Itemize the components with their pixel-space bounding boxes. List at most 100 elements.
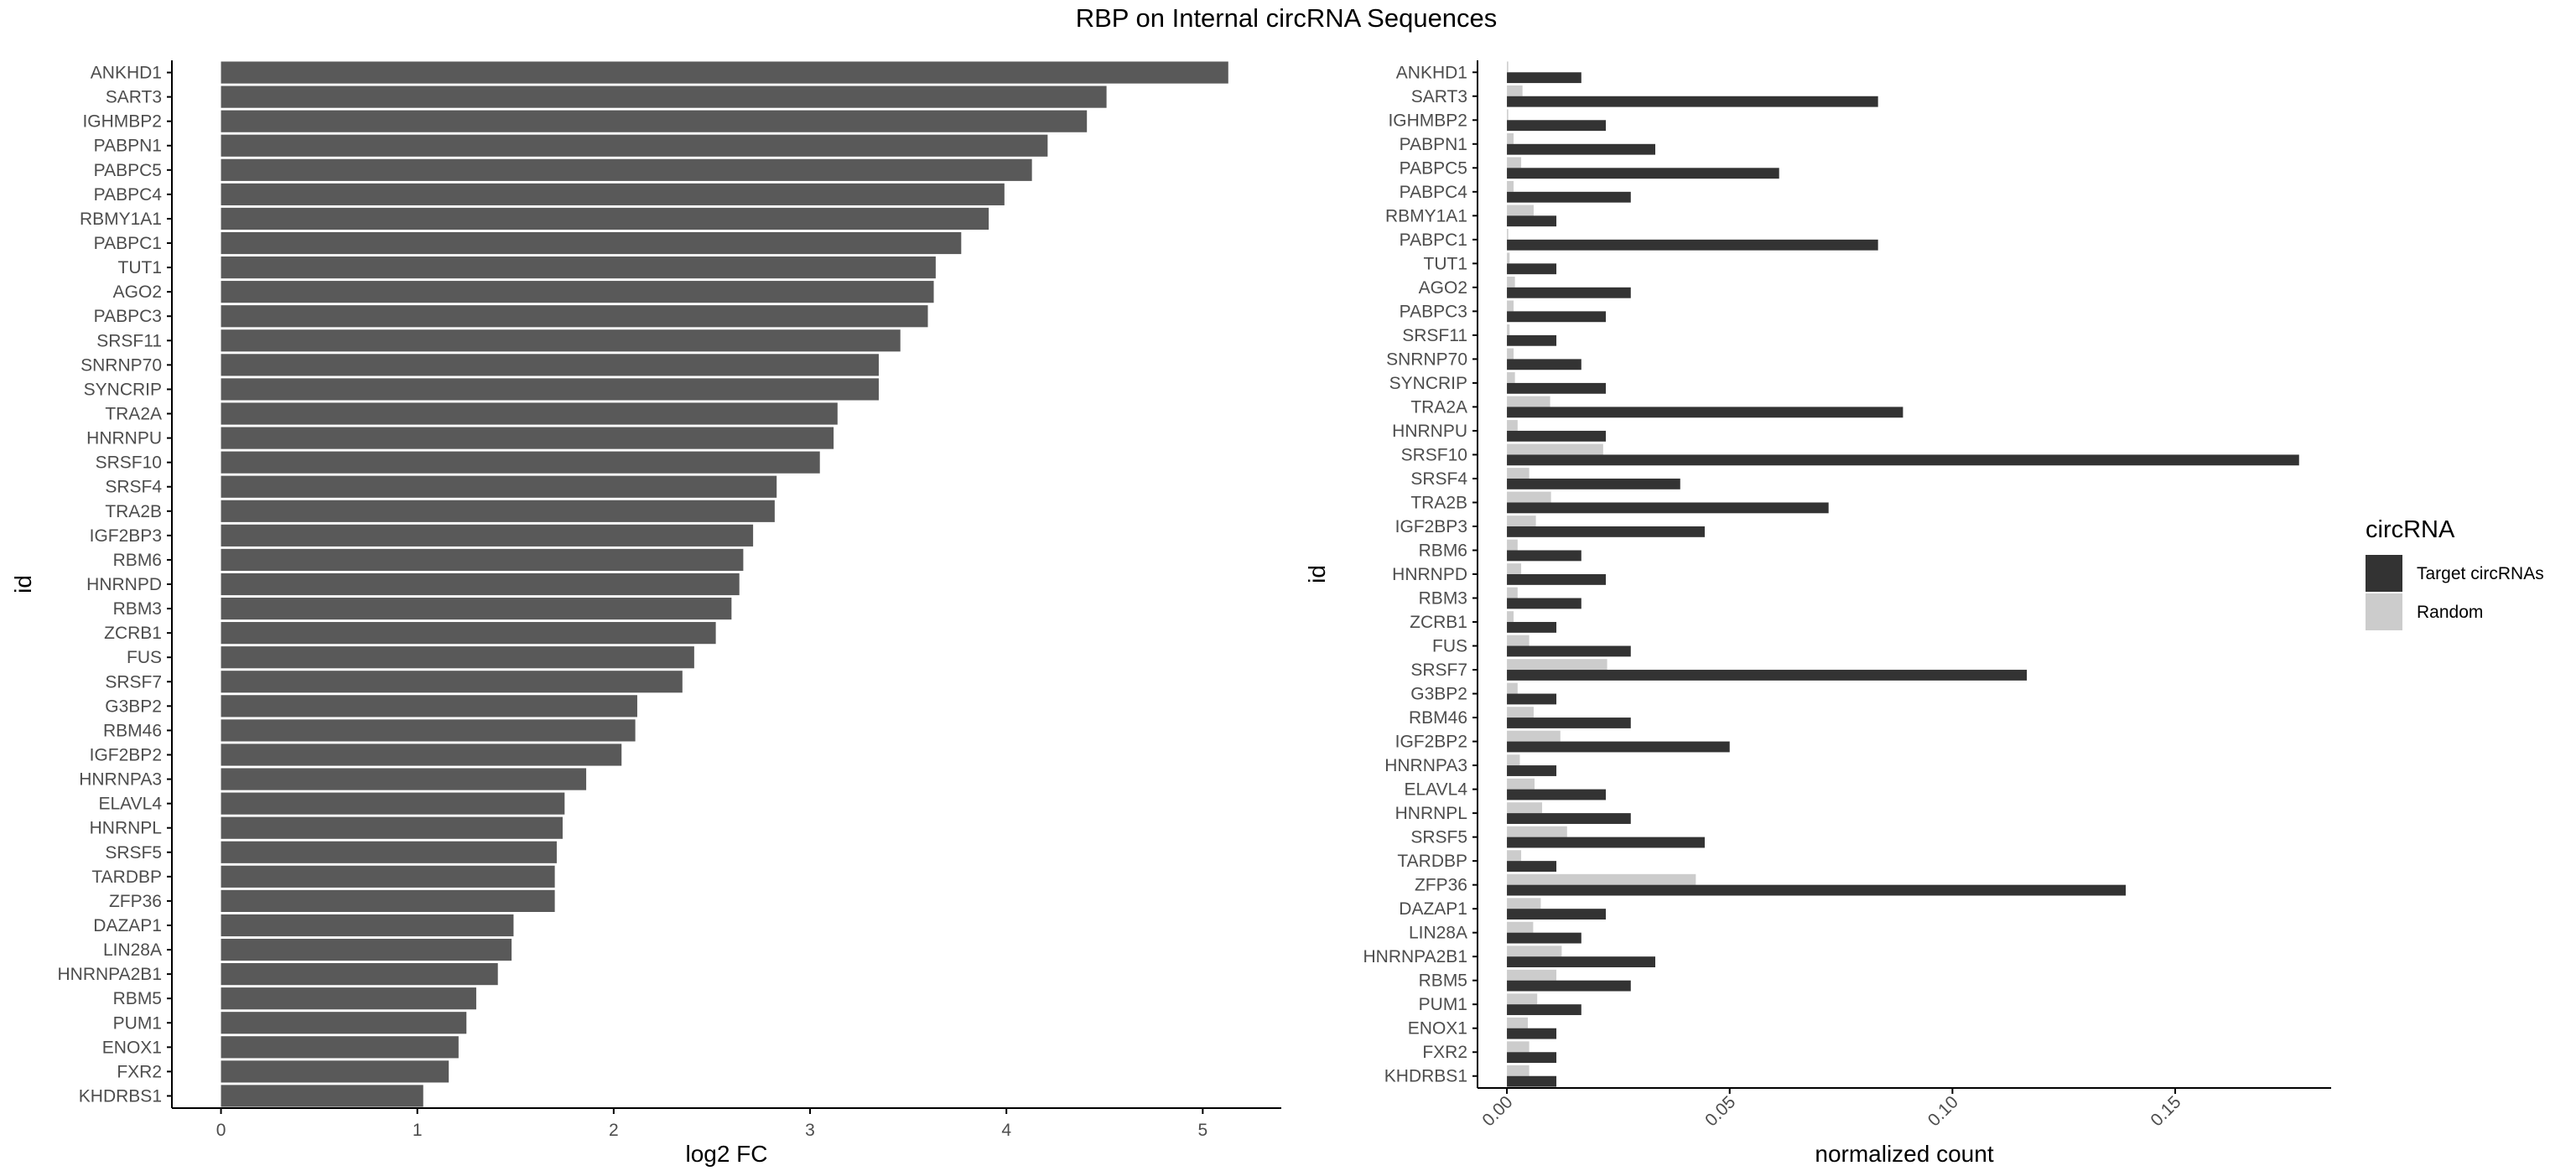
y-tick-label: DAZAP1 — [93, 916, 162, 935]
y-tick-label: DAZAP1 — [1399, 899, 1467, 919]
bar-tra2a — [221, 402, 838, 425]
y-tick-label: IGF2BP2 — [90, 745, 162, 764]
bar-random-hnrnpa2b1 — [1507, 945, 1562, 957]
bar-target-dazap1 — [1507, 909, 1607, 920]
bar-random-rbm3 — [1507, 587, 1518, 598]
bar-random-tra2a — [1507, 396, 1550, 407]
legend: circRNA Target circRNAs Random — [2366, 516, 2544, 630]
x-tick-label: 3 — [805, 1121, 815, 1140]
bar-random-igf2bp3 — [1507, 515, 1536, 526]
y-tick-label: HNRNPA2B1 — [1363, 947, 1467, 966]
bar-pabpc5 — [221, 158, 1032, 181]
bar-pum1 — [221, 1012, 467, 1034]
bar-target-hnrnpu — [1507, 430, 1607, 442]
bar-pabpc4 — [221, 183, 1005, 205]
y-tick-label: PABPN1 — [1400, 135, 1467, 154]
bar-target-srsf7 — [1507, 670, 2028, 681]
y-tick-label: HNRNPD — [86, 575, 162, 594]
bar-random-zcrb1 — [1507, 611, 1514, 623]
bar-random-ankhd1 — [1507, 61, 1509, 73]
y-tick-label: RBM5 — [113, 989, 162, 1008]
y-tick-label: SRSF11 — [1402, 326, 1467, 345]
bar-target-snrnp70 — [1507, 359, 1581, 370]
y-tick-label: IGHMBP2 — [82, 112, 162, 132]
bar-target-elavl4 — [1507, 789, 1607, 800]
y-tick-label: RBM6 — [1419, 541, 1467, 560]
x-tick-label: 4 — [1001, 1121, 1011, 1140]
y-tick-label: AGO2 — [1419, 278, 1467, 298]
bar-target-srsf4 — [1507, 478, 1680, 490]
y-tick-label: SRSF10 — [96, 453, 162, 473]
y-tick-label: PABPC5 — [1400, 158, 1467, 178]
bar-random-hnrnpu — [1507, 420, 1518, 431]
bar-random-enox1 — [1507, 1017, 1529, 1028]
x-tick-label: 2 — [609, 1121, 619, 1140]
y-tick-label: ELAVL4 — [99, 795, 163, 814]
x-axis-title: log2 FC — [685, 1141, 767, 1167]
y-tick-label: ZFP36 — [109, 892, 162, 911]
y-tick-label: HNRNPU — [86, 429, 162, 448]
bar-random-khdrbs1 — [1507, 1065, 1530, 1076]
y-tick-label: TARDBP — [91, 868, 162, 887]
bar-random-rbm6 — [1507, 539, 1518, 551]
bar-igf2bp3 — [221, 524, 754, 547]
legend-swatch-target — [2366, 555, 2402, 592]
y-tick-label: HNRNPA3 — [1384, 756, 1467, 775]
bar-target-khdrbs1 — [1507, 1075, 1557, 1087]
bar-random-syncrip — [1507, 372, 1515, 383]
y-tick-label: RBMY1A1 — [80, 210, 162, 229]
bar-random-dazap1 — [1507, 898, 1541, 909]
bar-target-rbm5 — [1507, 980, 1631, 992]
y-tick-label: SRSF10 — [1401, 445, 1467, 464]
y-tick-label: FUS — [127, 648, 162, 667]
y-tick-label: SRSF4 — [105, 478, 162, 497]
bar-random-pabpc3 — [1507, 300, 1514, 312]
bar-random-snrnp70 — [1507, 348, 1514, 360]
bar-random-g3bp2 — [1507, 682, 1518, 694]
y-tick-label: SNRNP70 — [80, 355, 162, 375]
x-tick-label: 5 — [1197, 1121, 1208, 1140]
bar-lin28a — [221, 938, 512, 961]
bar-rbm6 — [221, 548, 744, 572]
bar-target-zfp36 — [1507, 884, 2127, 896]
bar-random-pabpc4 — [1507, 180, 1514, 192]
y-tick-label: TARDBP — [1397, 852, 1467, 871]
legend-label: Target circRNAs — [2417, 564, 2544, 583]
bar-target-zcrb1 — [1507, 622, 1557, 633]
bar-target-g3bp2 — [1507, 693, 1557, 705]
bar-target-igf2bp2 — [1507, 741, 1730, 753]
y-tick-label: SRSF5 — [105, 843, 162, 863]
bar-srsf5 — [221, 841, 557, 863]
bar-target-pabpc1 — [1507, 239, 1878, 251]
y-tick-label: TUT1 — [118, 258, 163, 277]
y-tick-label: FUS — [1432, 637, 1467, 656]
bar-sart3 — [221, 85, 1107, 108]
bar-srsf11 — [221, 329, 901, 352]
bar-pabpc3 — [221, 305, 928, 328]
bar-khdrbs1 — [221, 1085, 423, 1107]
bar-zcrb1 — [221, 622, 716, 645]
bar-random-ighmbp2 — [1507, 109, 1509, 121]
y-tick-label: PABPC1 — [1400, 231, 1467, 250]
bar-syncrip — [221, 378, 879, 401]
bar-ighmbp2 — [221, 110, 1088, 132]
bar-target-tardbp — [1507, 861, 1557, 872]
bar-random-rbmy1a1 — [1507, 205, 1534, 216]
bar-tut1 — [221, 256, 936, 279]
y-tick-label: LIN28A — [103, 940, 162, 960]
bar-igf2bp2 — [221, 743, 622, 766]
bar-srsf4 — [221, 475, 777, 498]
y-tick-label: HNRNPL — [1395, 804, 1467, 823]
bar-srsf7 — [221, 671, 683, 693]
bar-target-fus — [1507, 645, 1631, 657]
bar-random-srsf11 — [1507, 324, 1510, 335]
y-tick-label: TRA2A — [1410, 397, 1467, 417]
y-tick-label: RBM46 — [1409, 708, 1467, 728]
bar-pabpc1 — [221, 231, 962, 255]
y-tick-label: SRSF7 — [105, 672, 162, 692]
bar-target-pabpn1 — [1507, 143, 1655, 155]
x-tick-label: 0.00 — [1478, 1092, 1516, 1130]
bar-target-srsf5 — [1507, 837, 1705, 848]
legend-label: Random — [2417, 603, 2483, 622]
